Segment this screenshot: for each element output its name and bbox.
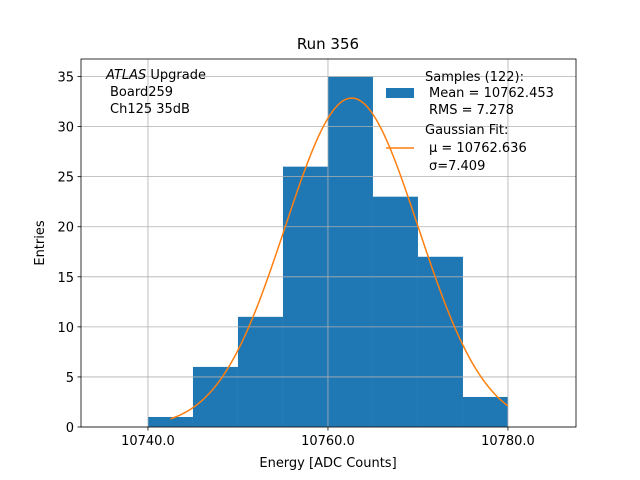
legend-fit-sigma: σ=7.409: [429, 159, 485, 174]
legend-samples-mean: Mean = 10762.453: [429, 86, 554, 101]
legend-samples-title: Samples (122):: [425, 70, 524, 85]
histogram-bar: [417, 256, 463, 427]
histogram-bar: [147, 416, 193, 427]
y-tick-label: 10: [57, 321, 74, 336]
y-tick-label: 15: [57, 271, 74, 286]
histogram-bar: [192, 366, 238, 427]
x-axis-label: Energy [ADC Counts]: [259, 456, 396, 471]
legend: Samples (122): Mean = 10762.453 RMS = 7.…: [386, 70, 554, 174]
histogram-bar: [372, 196, 418, 427]
histogram-bar: [462, 396, 508, 427]
atlas-label: ATLAS: [105, 68, 146, 83]
x-tick-label: 10740.0: [121, 434, 175, 449]
y-tick-label: 30: [57, 121, 74, 136]
y-axis-label: Entries: [33, 220, 48, 266]
channel-label: Ch125 35dB: [110, 102, 190, 117]
x-tick-label: 10760.0: [301, 434, 355, 449]
legend-fit-mu: μ = 10762.636: [429, 141, 527, 156]
y-tick-label: 5: [66, 371, 74, 386]
chart-title: Run 356: [297, 35, 359, 53]
gaussian-fit-line: [170, 97, 509, 420]
y-tick-label: 35: [57, 71, 74, 86]
y-tick-label: 0: [66, 421, 74, 436]
atlas-annotation: ATLAS Upgrade Board259 Ch125 35dB: [105, 68, 206, 117]
x-tick-label: 10780.0: [481, 434, 535, 449]
board-label: Board259: [110, 85, 173, 100]
histogram-bar: [237, 316, 283, 427]
svg-text:ATLAS Upgrade: ATLAS Upgrade: [105, 68, 206, 83]
histogram-bar: [282, 166, 328, 428]
y-tick-label: 20: [57, 221, 74, 236]
legend-fit-title: Gaussian Fit:: [425, 123, 508, 138]
histogram-bar: [327, 76, 373, 428]
axes-frame: [80, 58, 577, 428]
upgrade-label: Upgrade: [146, 68, 206, 83]
legend-samples-rms: RMS = 7.278: [429, 103, 514, 118]
legend-samples-patch: [386, 88, 414, 98]
y-tick-label: 25: [57, 171, 74, 186]
